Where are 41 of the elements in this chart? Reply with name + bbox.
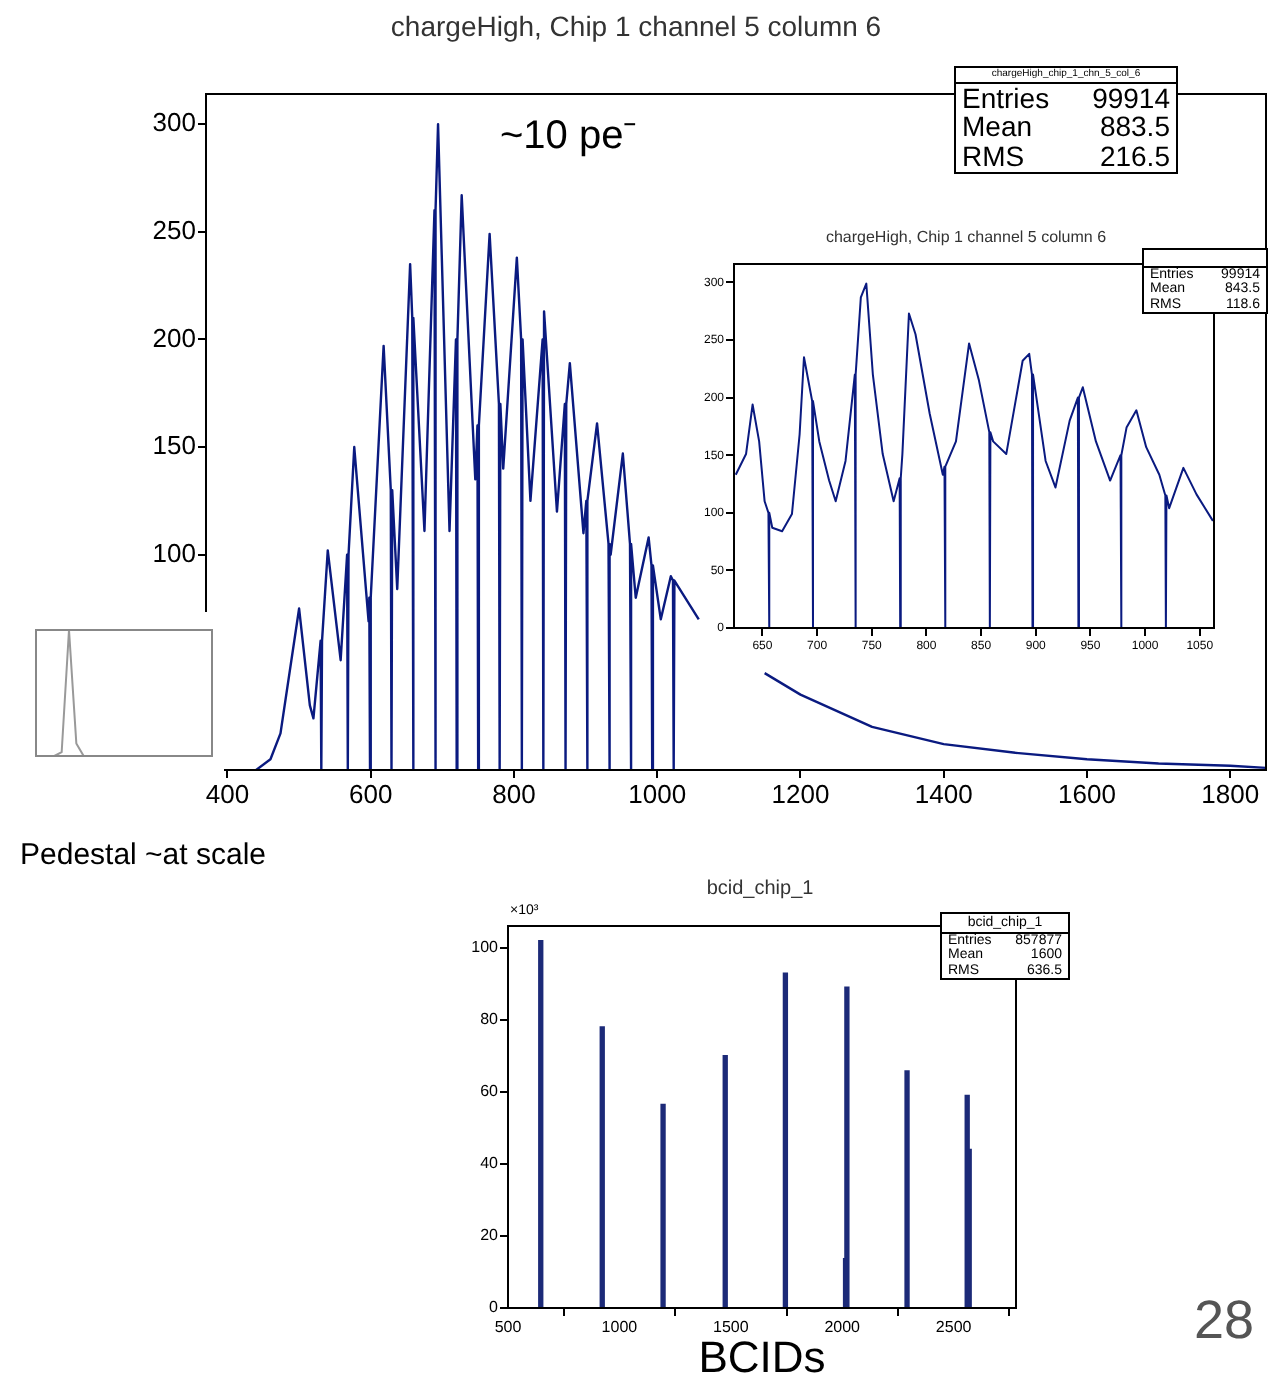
x-tick-label: 2000 [824, 1318, 862, 1337]
y-tick-label: 200 [152, 322, 196, 353]
x-tick-label: 2500 [935, 1318, 973, 1337]
x-tick-label: 800 [492, 778, 536, 809]
y-tick-label: 100 [152, 537, 196, 568]
bar [782, 972, 789, 1308]
y-tick-label: 300 [152, 107, 196, 138]
y-tick-label: 20 [480, 1226, 500, 1245]
bar [844, 986, 850, 1308]
x-tick-label: 1500 [713, 1318, 750, 1337]
bar [904, 1070, 910, 1308]
y-tick-label: 100 [471, 938, 500, 957]
chart-title: bcid_chip_1 [706, 877, 815, 900]
x-tick-label: 1200 [771, 778, 830, 809]
y-tick-label: 0 [489, 1298, 500, 1317]
y-tick-label: 150 [152, 430, 196, 461]
text: Pedestal ~at scale [20, 838, 266, 872]
y-tick-label: 80 [480, 1010, 500, 1029]
x-tick-label: 1400 [914, 778, 973, 809]
text: 28 [1194, 1290, 1255, 1350]
x-tick-label: 600 [349, 778, 393, 809]
y-tick-label: 250 [152, 214, 196, 245]
annotation: ~10 pe⁻ [500, 114, 638, 158]
y-tick-label: 60 [480, 1082, 500, 1101]
text: Mean 883.5 [962, 110, 1170, 143]
x-tick-label: 500 [494, 1318, 523, 1337]
y-tick-label: 40 [480, 1154, 500, 1173]
text: Entries 99914 [962, 81, 1170, 113]
x-tick-label: 400 [205, 778, 250, 809]
bar [660, 1103, 666, 1308]
chart-title: chargeHigh, Chip 1 channel 5 column 6 [390, 9, 882, 42]
x-tick-label: 1000 [628, 778, 687, 809]
chart-title: chargeHigh, Chip 1 channel 5 column 6 [825, 228, 1108, 247]
bar [538, 940, 544, 1308]
bar [722, 1055, 728, 1308]
x-axis-title: BCIDs [696, 1332, 826, 1382]
bar [599, 1026, 605, 1308]
x-tick-label: 1800 [1201, 778, 1260, 809]
x-tick-label: 1000 [601, 1318, 639, 1337]
x-tick-label: 1600 [1058, 778, 1116, 809]
text: RMS 216.5 [962, 139, 1170, 172]
